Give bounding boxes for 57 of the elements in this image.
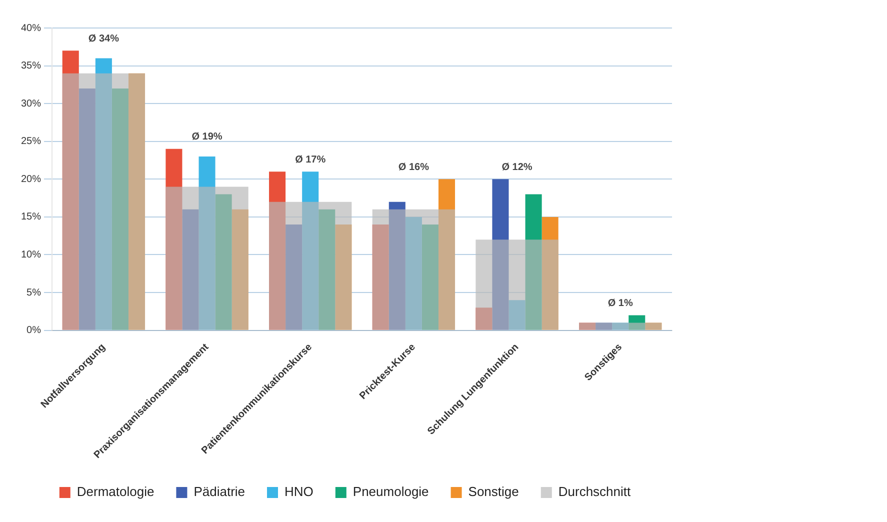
y-tick-label: 15% bbox=[21, 212, 42, 223]
bar bbox=[215, 194, 232, 330]
bar bbox=[476, 240, 558, 330]
bar bbox=[492, 179, 509, 330]
bar bbox=[612, 322, 629, 330]
bar bbox=[335, 224, 352, 330]
bar bbox=[182, 209, 199, 330]
y-tick-label: 10% bbox=[21, 249, 42, 260]
bar bbox=[422, 224, 438, 330]
bar bbox=[286, 224, 302, 330]
bar bbox=[645, 322, 662, 330]
legend-label: HNO bbox=[284, 484, 314, 500]
y-tick-label: 0% bbox=[26, 325, 42, 336]
bar bbox=[388, 202, 406, 330]
bar bbox=[78, 88, 96, 330]
bar bbox=[62, 73, 146, 330]
bar bbox=[476, 308, 492, 330]
annotation: Ø 19% bbox=[192, 132, 222, 143]
legend-label: Sonstige bbox=[468, 484, 519, 500]
bar bbox=[372, 224, 389, 330]
y-tick-label: 40% bbox=[21, 22, 42, 34]
bar bbox=[166, 186, 248, 330]
y-tick-label: 30% bbox=[21, 98, 42, 110]
annotation: Ø 12% bbox=[502, 162, 532, 173]
annotation: Ø 1% bbox=[608, 298, 633, 309]
annotation: Ø 16% bbox=[398, 162, 430, 173]
bar bbox=[628, 315, 646, 330]
bar bbox=[198, 156, 216, 330]
legend-label: Pädiatrie bbox=[194, 484, 246, 500]
legend-label: Durchschnitt bbox=[558, 484, 632, 500]
annotation: Ø 17% bbox=[295, 154, 326, 166]
bar bbox=[405, 216, 422, 330]
y-tick-label: 20% bbox=[21, 174, 42, 185]
y-tick-label: 35% bbox=[21, 60, 42, 72]
y-tick-label: 5% bbox=[26, 287, 42, 298]
bar bbox=[95, 58, 112, 330]
bar bbox=[232, 209, 248, 330]
bar bbox=[166, 148, 182, 330]
bar bbox=[269, 202, 352, 330]
bar bbox=[112, 88, 128, 330]
bar bbox=[542, 216, 558, 330]
bar bbox=[508, 300, 526, 330]
bar bbox=[579, 322, 596, 330]
bar bbox=[438, 179, 456, 330]
bar bbox=[62, 50, 79, 330]
bar bbox=[596, 322, 612, 330]
bar bbox=[128, 73, 146, 330]
bar bbox=[269, 172, 286, 330]
bar bbox=[372, 209, 456, 330]
bar bbox=[318, 209, 336, 330]
annotation: Ø 34% bbox=[88, 33, 120, 44]
bar bbox=[525, 194, 542, 330]
legend-label: Pneumologie bbox=[352, 484, 429, 500]
bar bbox=[579, 322, 662, 330]
y-tick-label: 25% bbox=[21, 136, 42, 148]
legend-label: Dermatologie bbox=[76, 484, 154, 500]
bar bbox=[302, 172, 319, 330]
